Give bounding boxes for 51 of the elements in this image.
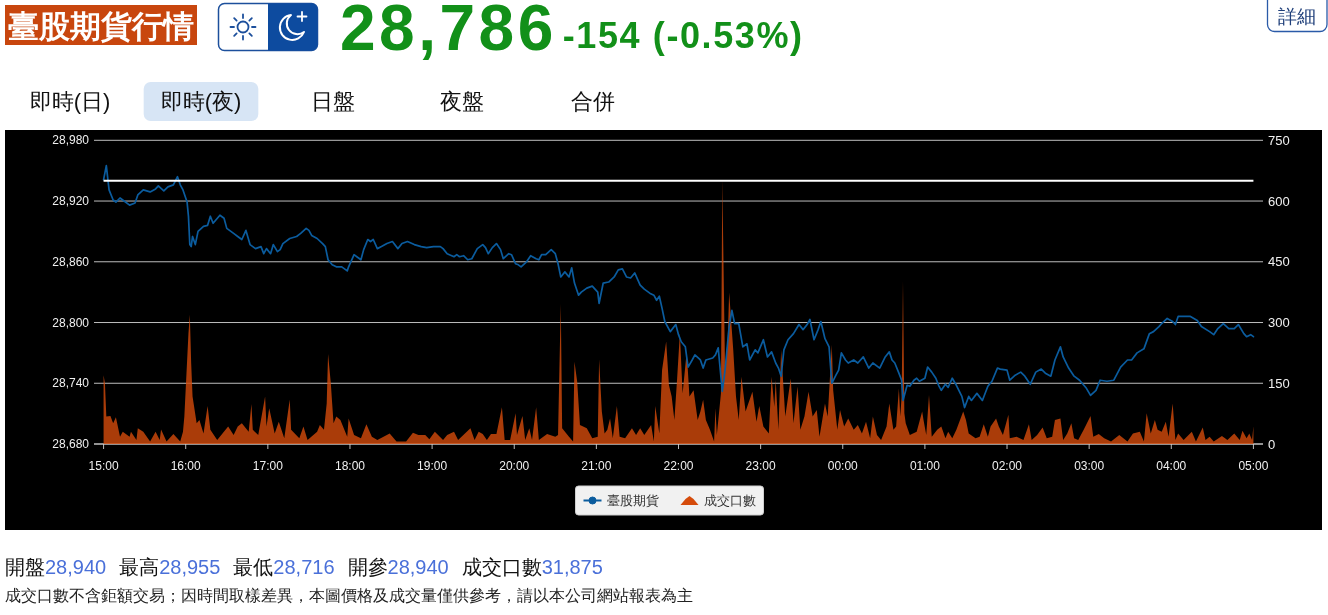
- tab-label: 即時(日): [29, 89, 111, 114]
- y-tick-label: 28,680: [52, 437, 90, 451]
- x-tick-label: 16:00: [170, 459, 202, 473]
- x-tick-label: 15:00: [88, 459, 119, 473]
- y-tick-label: 28,980: [52, 133, 90, 148]
- x-tick-label: 23:00: [745, 459, 776, 473]
- stat-label: 成交口數: [461, 556, 542, 578]
- stat-value: 28,940: [45, 556, 107, 578]
- tab-label: 合併: [571, 89, 615, 114]
- x-tick-label: 05:00: [1238, 459, 1269, 473]
- y-tick-label: 28,800: [52, 315, 90, 330]
- legend-label: 臺股期貨: [606, 494, 659, 508]
- note: 成交口數不含鉅額交易；因時間取樣差異，本圖價格及成交量僅供參考，請以本公司網站報表為主: [5, 587, 693, 604]
- stat-label: 開盤: [5, 556, 45, 578]
- y2-tick-label: 0: [1268, 436, 1276, 452]
- legend-label: 成交口數: [703, 493, 756, 508]
- x-tick-label: 01:00: [909, 459, 941, 473]
- legend-item: 臺股期貨: [582, 494, 659, 508]
- legend-item: 成交口數: [680, 494, 756, 508]
- x-tick-label: 04:00: [1156, 459, 1187, 473]
- y-tick-label: 28,920: [52, 194, 90, 209]
- y2-tick-label: 150: [1268, 375, 1290, 391]
- x-tick-label: 21:00: [581, 459, 612, 473]
- stat-value: 28,940: [387, 556, 449, 578]
- x-tick-label: 02:00: [992, 459, 1023, 473]
- price: 28,786: [340, 0, 557, 64]
- x-tick-label: 17:00: [252, 459, 284, 473]
- button-label: 詳細: [1278, 6, 1316, 27]
- stat-label: 最低: [233, 556, 274, 578]
- y2-tick-label: 300: [1268, 315, 1290, 331]
- x-tick-label: 22:00: [663, 459, 694, 473]
- x-tick-label: 00:00: [827, 459, 859, 473]
- x-tick-label: 03:00: [1074, 459, 1105, 473]
- y-tick-label: 28,860: [52, 254, 90, 269]
- tab-label: 夜盤: [440, 89, 484, 114]
- x-tick-label: 18:00: [334, 459, 366, 473]
- y2-tick-label: 600: [1268, 193, 1290, 209]
- stat-value: 28,955: [159, 556, 221, 578]
- stat-label: 開參: [347, 556, 388, 578]
- y-tick-label: 28,740: [52, 376, 90, 391]
- x-tick-label: 20:00: [499, 459, 530, 473]
- x-tick-label: 19:00: [417, 459, 448, 473]
- tab-label: 日盤: [311, 89, 355, 114]
- tab-label: 即時(夜): [160, 89, 242, 114]
- stat-value: 28,716: [273, 556, 335, 578]
- price-change: -154 (-0.53%): [562, 15, 804, 56]
- stat-value: 31,875: [541, 556, 603, 578]
- stat-label: 最高: [119, 556, 160, 578]
- y2-tick-label: 450: [1268, 254, 1290, 270]
- y2-tick-label: 750: [1268, 132, 1290, 148]
- title: 臺股期貨行情: [8, 9, 194, 44]
